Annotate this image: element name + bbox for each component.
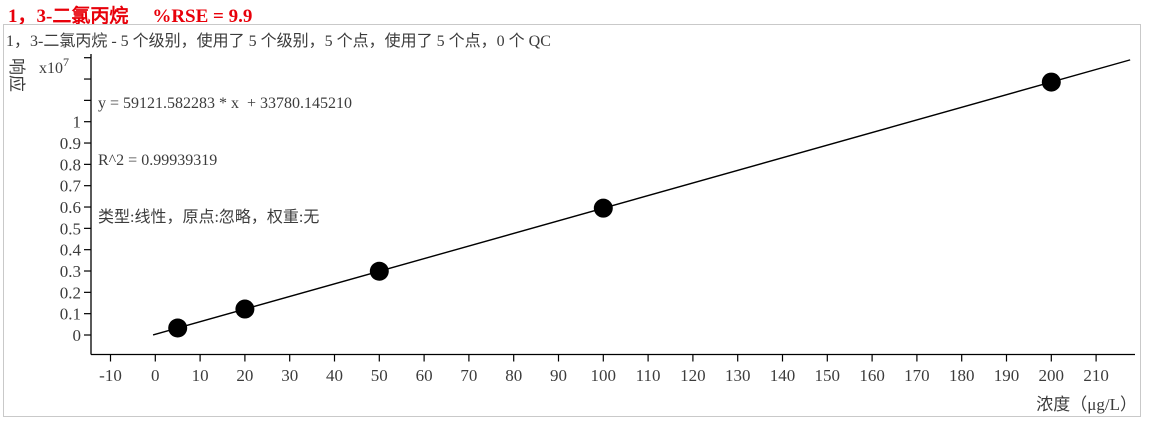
y-tick-label: 0.1	[60, 305, 81, 324]
y-axis-title: 响应	[7, 58, 26, 92]
curve-summary-text: 1，3-二氯丙烷 - 5 个级别，使用了 5 个级别，5 个点，使用了 5 个点…	[6, 33, 551, 50]
x-tick-label: 10	[192, 366, 209, 385]
x-tick-label: 110	[636, 366, 661, 385]
x-tick-label: 150	[815, 366, 841, 385]
x-tick-label: 40	[326, 366, 343, 385]
y-tick-label: 1	[73, 113, 82, 132]
x-tick-label: 100	[591, 366, 617, 385]
y-tick-label: 0.5	[60, 219, 81, 238]
x-tick-label: 190	[994, 366, 1020, 385]
x-tick-label: 0	[151, 366, 160, 385]
y-tick-label: 0	[73, 326, 82, 345]
data-point[interactable]	[1041, 72, 1061, 92]
x-tick-label: 60	[416, 366, 433, 385]
x-tick-label: 80	[505, 366, 522, 385]
fit-r-squared: R^2 = 0.99939319	[98, 152, 218, 169]
x-tick-label: 140	[770, 366, 796, 385]
y-tick-label: 0.9	[60, 134, 81, 153]
y-tick-label: 0.8	[60, 155, 81, 174]
fit-settings: 类型:线性，原点:忽略，权重:无	[98, 209, 320, 226]
y-tick-label: 0.4	[60, 241, 82, 260]
y-tick-label: 0.7	[60, 177, 82, 196]
x-tick-label: 160	[859, 366, 885, 385]
data-point[interactable]	[369, 261, 389, 281]
data-point[interactable]	[168, 318, 188, 338]
compound-title: 1，3-二氯丙烷 %RSE = 9.9	[8, 1, 252, 28]
data-point[interactable]	[235, 299, 255, 319]
x-tick-label: 130	[725, 366, 751, 385]
fit-equation: y = 59121.582283 * x + 33780.145210	[98, 95, 353, 112]
x-tick-label: 70	[460, 366, 477, 385]
x-tick-label: 210	[1083, 366, 1109, 385]
x-tick-label: 180	[949, 366, 975, 385]
y-tick-label: 0.3	[60, 262, 81, 281]
fit-line	[152, 59, 1131, 336]
y-scale-label: x107	[39, 55, 69, 77]
x-tick-label: 120	[680, 366, 706, 385]
x-tick-label: -10	[99, 366, 122, 385]
x-tick-label: 20	[236, 366, 253, 385]
x-tick-label: 50	[371, 366, 388, 385]
chart-panel	[3, 24, 1141, 417]
y-tick-label: 0.2	[60, 283, 81, 302]
x-tick-label: 30	[281, 366, 298, 385]
x-tick-label: 170	[904, 366, 930, 385]
data-point[interactable]	[593, 198, 613, 218]
x-tick-label: 90	[550, 366, 567, 385]
fit-equation-block: y = 59121.582283 * x + 33780.145210 R^2 …	[98, 56, 352, 265]
x-tick-label: 200	[1039, 366, 1065, 385]
y-tick-label: 0.6	[60, 198, 81, 217]
rse-value: %RSE = 9.9	[152, 6, 253, 27]
x-axis-title: 浓度（μg/L）	[1036, 395, 1137, 414]
compound-name: 1，3-二氯丙烷	[8, 6, 129, 27]
